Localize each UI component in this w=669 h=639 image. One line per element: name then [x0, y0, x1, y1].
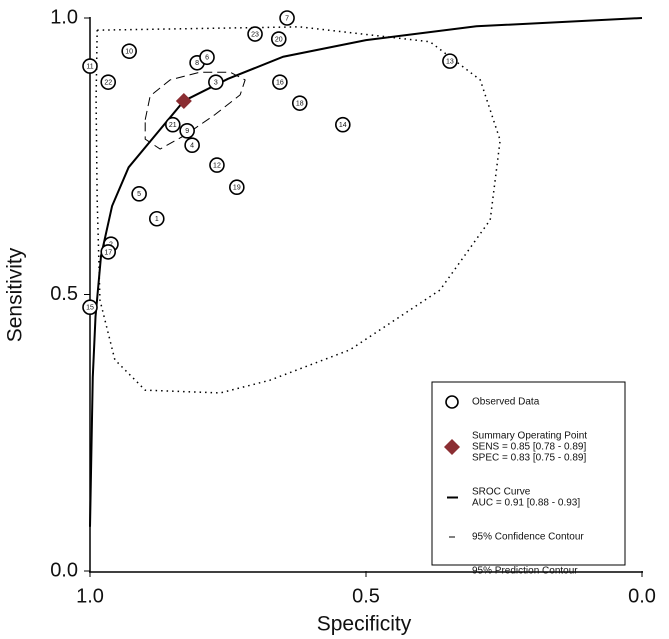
legend-detail: SENS = 0.85 [0.78 - 0.89] — [472, 442, 586, 453]
study-point — [335, 116, 351, 133]
study-label: 11 — [86, 63, 93, 70]
study-point — [272, 74, 288, 90]
study-label: 16 — [276, 79, 284, 86]
sroc-curve — [89, 17, 643, 527]
study-point — [442, 53, 458, 69]
x-tick-label: 0.5 — [352, 585, 380, 607]
study-label: 8 — [195, 60, 199, 67]
study-point — [179, 123, 195, 139]
study-point — [279, 10, 295, 26]
study-label: 22 — [104, 79, 112, 86]
y-axis-title: Sensitivity — [4, 247, 27, 342]
study-point — [100, 74, 117, 90]
legend-icon — [444, 439, 460, 455]
study-label: 9 — [185, 128, 189, 135]
study-point — [165, 116, 181, 133]
study-label: 13 — [446, 58, 454, 65]
legend-detail: AUC = 0.91 [0.88 - 0.93] — [472, 498, 580, 509]
legend — [431, 381, 626, 566]
study-point — [208, 74, 224, 90]
study-point — [229, 179, 245, 196]
study-point — [82, 58, 98, 74]
study-point — [131, 186, 147, 202]
study-point — [100, 244, 117, 260]
study-label: 1 — [155, 216, 159, 223]
study-point — [184, 137, 200, 153]
study-point — [270, 31, 287, 47]
y-tick-label: 0.0 — [50, 559, 78, 581]
study-label: 17 — [104, 249, 112, 256]
x-tick-label: 1.0 — [76, 585, 104, 607]
study-label: 20 — [275, 36, 283, 43]
study-label: 14 — [339, 122, 347, 129]
study-label: 15 — [86, 305, 94, 312]
study-point — [209, 157, 225, 173]
legend-label: SROC Curve — [472, 487, 531, 498]
study-label: 12 — [213, 162, 221, 169]
prediction-contour — [95, 26, 501, 394]
study-label: 10 — [125, 49, 133, 56]
study-point — [291, 95, 308, 111]
x-axis-title: Specificity — [317, 613, 412, 636]
legend-label: Observed Data — [472, 397, 540, 408]
study-label: 18 — [296, 101, 304, 108]
study-label: 21 — [169, 122, 177, 129]
legend-label: 95% Prediction Contour — [472, 566, 578, 577]
legend-icon — [445, 395, 459, 409]
study-label: 7 — [285, 15, 289, 22]
legend-detail: SPEC = 0.83 [0.75 - 0.89] — [472, 453, 586, 464]
study-point — [82, 299, 98, 316]
study-point — [199, 49, 215, 66]
legend-label: Summary Operating Point — [472, 431, 587, 442]
confidence-contour — [144, 71, 246, 150]
study-label: 6 — [205, 55, 209, 62]
study-point — [121, 43, 137, 59]
study-label: 19 — [233, 185, 241, 192]
study-label: 4 — [190, 143, 194, 150]
study-label: 3 — [214, 79, 218, 86]
legend-label: 95% Confidence Contour — [472, 532, 584, 543]
x-tick-label: 0.0 — [628, 585, 656, 607]
study-point — [247, 26, 263, 42]
y-tick-label: 0.5 — [50, 283, 78, 305]
study-point — [148, 210, 165, 227]
study-label: 23 — [251, 31, 259, 38]
study-label: 5 — [137, 191, 141, 198]
y-tick-label: 1.0 — [50, 6, 78, 28]
summary-point — [175, 92, 192, 109]
